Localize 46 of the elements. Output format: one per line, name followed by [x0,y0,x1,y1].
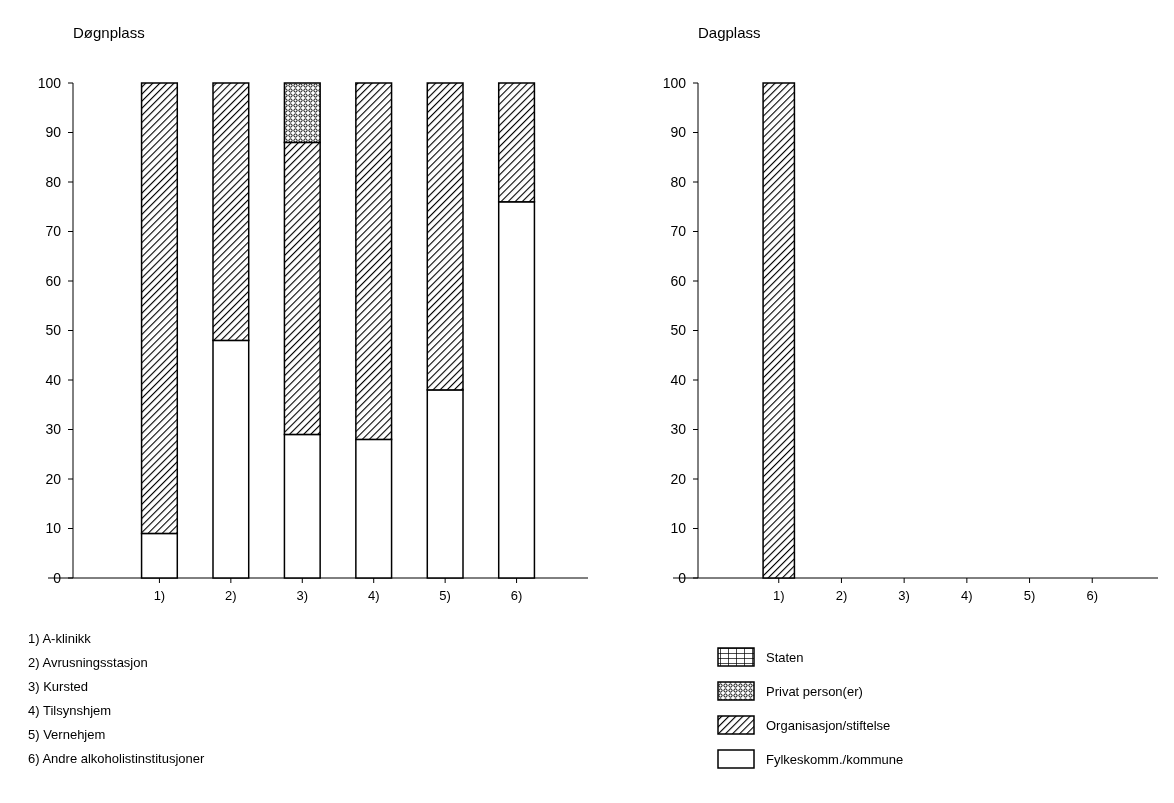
x-tick-label: 6) [1086,588,1099,603]
legend-label: Privat person(er) [766,683,863,699]
y-tick-label: 50 [670,322,687,339]
x-tick-label: 1) [153,588,166,603]
y-tick-label: 60 [670,272,687,289]
y-tick-label: 90 [45,124,62,141]
text: 5) Vernehjem [28,727,106,742]
text: 2) Avrusningsstasjon [28,655,148,670]
text: 1) A-klinikk [28,631,92,646]
y-tick-label: 100 [37,74,62,91]
x-tick-label: 4) [367,588,380,603]
y-tick-label: 30 [45,421,62,438]
x-tick-label: 1) [772,588,785,603]
x-tick-label: 2) [225,588,237,603]
x-tick-label: 5) [1023,588,1036,603]
y-tick-label: 0 [53,569,62,586]
y-tick-label: 10 [45,520,62,537]
y-tick-label: 40 [45,371,62,388]
x-tick-label: 3) [898,588,910,603]
text: 4) Tilsynshjem [28,703,112,718]
y-tick-label: 0 [678,569,687,586]
y-tick-label: 80 [670,173,687,190]
text: 6) Andre alkoholistinstitusjoner [28,751,205,766]
y-tick-label: 50 [45,322,62,339]
legend-label: Fylkeskomm./kommune [766,751,904,767]
x-tick-label: 3) [296,588,309,603]
y-tick-label: 60 [45,272,62,289]
y-tick-label: 90 [670,124,687,141]
y-tick-label: 70 [45,223,62,240]
x-tick-label: 2) [835,588,848,603]
legend-label: Organisasjon/stiftelse [766,717,891,733]
y-tick-label: 70 [670,223,687,240]
y-tick-label: 80 [45,173,62,190]
x-tick-label: 4) [961,588,973,603]
y-tick-label: 40 [670,371,687,388]
x-tick-label: 5) [439,588,451,603]
y-tick-label: 100 [662,74,687,91]
y-tick-label: 20 [670,470,687,487]
y-tick-label: 10 [670,520,687,537]
chart-title: Dagplass [698,24,761,41]
y-tick-label: 30 [670,421,687,438]
chart-title: Døgnplass [73,24,145,41]
legend-label: Staten [766,649,804,665]
y-tick-label: 20 [45,470,62,487]
text: 3) Kursted [28,679,88,694]
x-tick-label: 6) [510,588,523,603]
